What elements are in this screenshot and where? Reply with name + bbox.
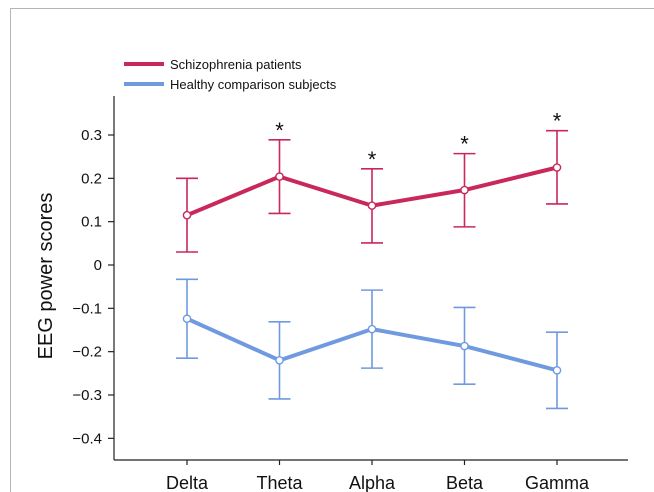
y-tick-label: 0.1 [81,214,102,231]
data-point [367,201,377,210]
significance-markers: * * * * [275,109,562,172]
x-tick-label-alpha: Alpha [349,473,396,492]
y-axis-label: EEG power scores [35,193,57,360]
x-tick-label-theta: Theta [256,473,303,492]
y-tick-label: 0.2 [81,170,102,187]
y-tick-label: −0.3 [72,387,102,404]
x-ticks: Delta Theta Alpha Beta Gamma [166,460,590,492]
y-tick-label: −0.4 [72,430,102,447]
significance-star: * [460,132,469,157]
y-tick-label: −0.1 [72,300,102,317]
series-1 [176,278,568,410]
significance-star: * [368,147,377,172]
significance-star: * [553,109,562,134]
legend-label-schizophrenia: Schizophrenia patients [170,57,302,72]
data-point [182,314,192,324]
y-tick-label: 0 [94,257,102,274]
axes: EEG power scores [35,96,628,461]
legend: Schizophrenia patients Healthy compariso… [124,57,337,92]
significance-star: * [275,118,284,143]
y-ticks: 0.3 0.2 0.1 0 −0.1 −0.2 −0.3 −0.4 [72,127,114,447]
legend-label-healthy: Healthy comparison subjects [170,77,337,92]
series-0 [176,129,568,253]
data-point [460,341,469,351]
data-point [367,324,377,334]
series-layer [176,129,568,410]
data-point [275,172,284,181]
y-tick-label: −0.2 [72,344,102,361]
data-point [460,185,469,195]
data-point [182,210,192,220]
x-tick-label-beta: Beta [446,473,484,492]
x-tick-label-gamma: Gamma [525,473,590,492]
data-point [275,356,284,365]
x-tick-label-delta: Delta [166,473,209,492]
data-point [552,365,562,375]
y-tick-label: 0.3 [81,127,102,144]
data-point [552,163,562,172]
chart-frame [10,8,654,492]
